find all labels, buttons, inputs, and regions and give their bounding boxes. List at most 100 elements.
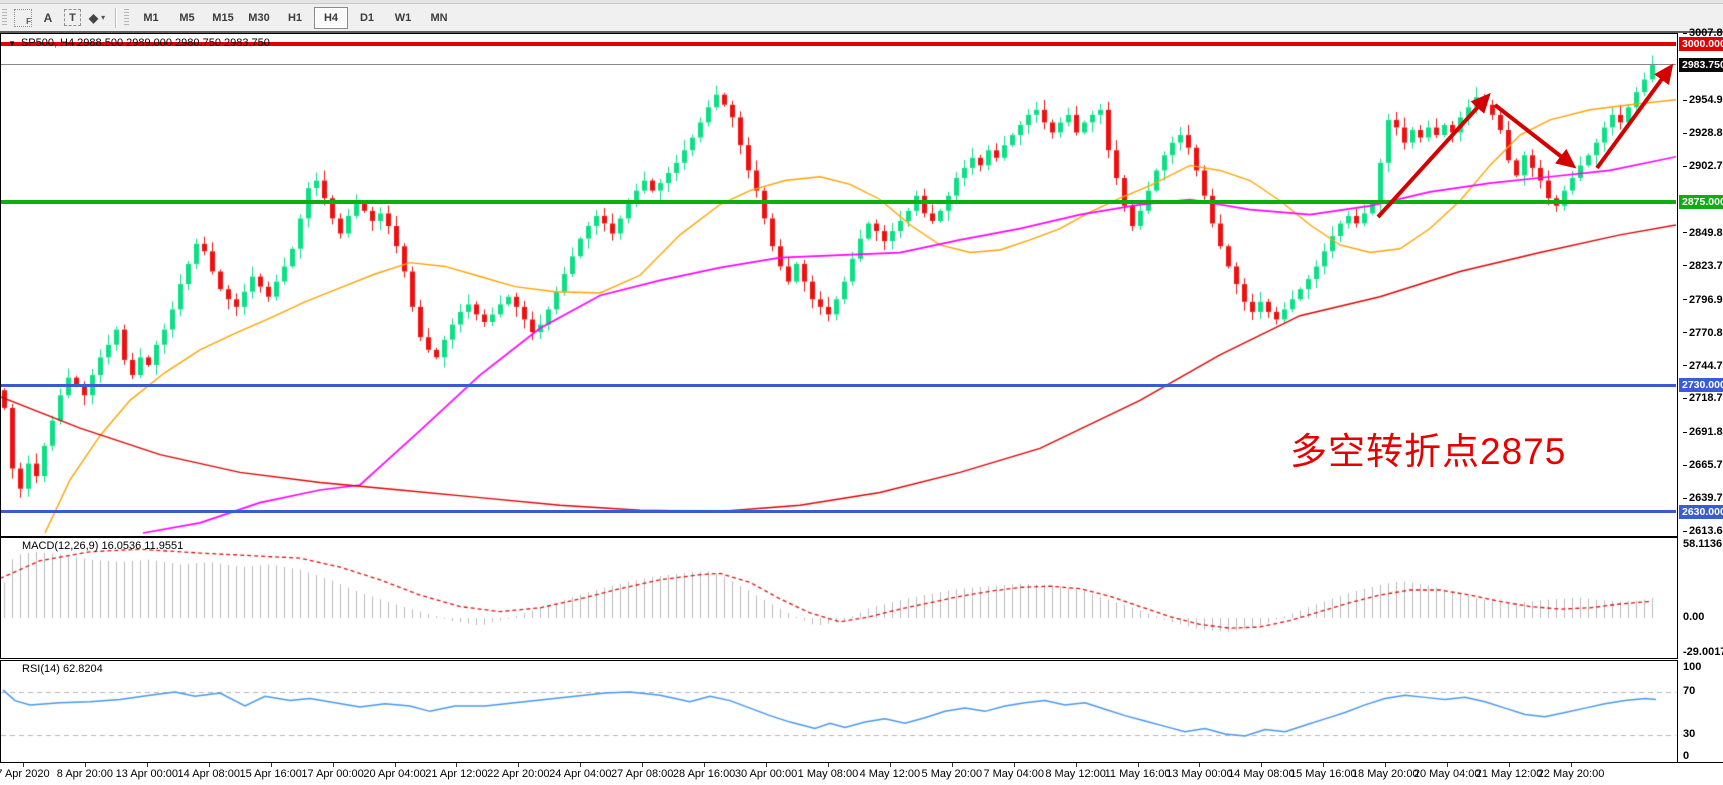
price-tick: 2639.710 bbox=[1683, 492, 1723, 504]
tick-dash bbox=[1683, 464, 1687, 466]
date-label: 14 May 08:00 bbox=[1228, 768, 1295, 780]
date-tick bbox=[394, 763, 396, 767]
date-label: 22 May 20:00 bbox=[1537, 768, 1605, 780]
date-tick bbox=[332, 763, 334, 767]
date-tick bbox=[146, 763, 148, 767]
date-tick bbox=[1323, 763, 1325, 767]
tick-dash bbox=[1683, 299, 1687, 301]
date-label: 28 Apr 16:00 bbox=[672, 768, 736, 780]
horizontal-line-3000[interactable] bbox=[1, 42, 1676, 47]
date-tick bbox=[827, 763, 829, 767]
date-tick bbox=[1137, 763, 1139, 767]
tick-dash bbox=[1683, 398, 1687, 400]
tick-dash bbox=[1683, 265, 1687, 267]
rsi-scale-tick: 30 bbox=[1683, 728, 1696, 740]
tick-dash bbox=[1683, 332, 1687, 334]
rsi-scale-tick: 100 bbox=[1683, 661, 1702, 673]
date-tick bbox=[1571, 763, 1572, 767]
date-tick bbox=[1013, 763, 1015, 767]
price-tick: 2928.850 bbox=[1683, 127, 1723, 139]
date-label: 7 May 04:00 bbox=[983, 768, 1044, 780]
tick-dash bbox=[1683, 497, 1687, 499]
date-tick bbox=[766, 763, 768, 767]
date-label: 15 Apr 16:00 bbox=[239, 768, 302, 780]
date-tick bbox=[951, 763, 953, 767]
tick-dash bbox=[1683, 530, 1687, 532]
chart-annotation-text[interactable]: 多空转折点2875 bbox=[1290, 431, 1567, 472]
macd-scale-tick: 0.00 bbox=[1683, 611, 1705, 623]
rsi-scale-tick: 0 bbox=[1683, 750, 1690, 762]
price-tick: 2823.780 bbox=[1683, 260, 1723, 272]
date-label: 27 Apr 08:00 bbox=[610, 768, 674, 780]
date-label: 4 May 12:00 bbox=[859, 768, 921, 780]
date-tick bbox=[23, 763, 24, 767]
date-label: 11 May 16:00 bbox=[1104, 768, 1171, 780]
tick-dash bbox=[1683, 132, 1687, 134]
date-label: 20 May 04:00 bbox=[1413, 768, 1481, 780]
date-label: 18 May 20:00 bbox=[1351, 768, 1419, 780]
date-label: 5 May 20:00 bbox=[921, 768, 983, 780]
date-tick bbox=[1385, 763, 1387, 767]
tick-dash bbox=[1683, 99, 1687, 101]
price-badge-3000: 3000.000 bbox=[1679, 37, 1723, 52]
date-label: 1 May 08:00 bbox=[797, 768, 859, 780]
date-tick bbox=[1447, 763, 1449, 767]
price-tick: 2849.850 bbox=[1683, 227, 1723, 239]
date-tick bbox=[580, 763, 582, 767]
macd-indicator-label: MACD(12,26,9) 16.0536 11.9551 bbox=[22, 540, 184, 552]
date-label: 22 Apr 20:00 bbox=[487, 768, 550, 780]
price-badge-2875: 2875.000 bbox=[1679, 195, 1723, 210]
date-label: 7 Apr 2020 bbox=[0, 768, 50, 780]
date-tick bbox=[270, 763, 272, 767]
date-tick bbox=[889, 763, 891, 767]
date-tick bbox=[518, 763, 520, 767]
date-axis[interactable]: 7 Apr 2020 8 Apr 20:00 13 Apr 00:00 14 Apr … bbox=[0, 762, 1723, 785]
date-label: 13 Apr 00:00 bbox=[115, 768, 179, 780]
rsi-indicator-label: RSI(14) 62.8204 bbox=[22, 663, 103, 675]
price-tick: 2796.920 bbox=[1683, 294, 1723, 306]
horizontal-line-2875[interactable] bbox=[1, 200, 1676, 205]
date-label: 15 May 16:00 bbox=[1289, 768, 1357, 780]
date-label: 20 Apr 04:00 bbox=[363, 768, 426, 780]
date-label: 17 Apr 00:00 bbox=[301, 768, 364, 780]
date-label: 8 Apr 20:00 bbox=[56, 768, 114, 780]
price-tick: 2691.850 bbox=[1683, 426, 1723, 438]
date-label: 24 Apr 04:00 bbox=[549, 768, 612, 780]
price-tick: 2613.640 bbox=[1683, 525, 1723, 537]
price-tick: 2744.780 bbox=[1683, 360, 1723, 372]
date-tick bbox=[704, 763, 706, 767]
tick-dash bbox=[1683, 365, 1687, 367]
date-tick bbox=[456, 763, 458, 767]
date-tick bbox=[1199, 763, 1201, 767]
price-tick: 2718.710 bbox=[1683, 392, 1723, 404]
date-tick bbox=[84, 763, 86, 767]
date-tick bbox=[1261, 763, 1263, 767]
price-badge-2983.75: 2983.750 bbox=[1679, 57, 1723, 72]
horizontal-line-2983.75[interactable] bbox=[1, 64, 1676, 66]
price-tick: 2770.850 bbox=[1683, 327, 1723, 339]
date-tick bbox=[1509, 763, 1511, 767]
price-badge-2630: 2630.000 bbox=[1679, 504, 1723, 519]
horizontal-line-2730[interactable] bbox=[1, 383, 1676, 387]
price-badge-2730: 2730.000 bbox=[1679, 378, 1723, 393]
date-label: 30 Apr 00:00 bbox=[734, 768, 798, 780]
tick-dash bbox=[1683, 165, 1687, 167]
price-tick: 2902.780 bbox=[1683, 160, 1723, 172]
price-tick: 2954.920 bbox=[1683, 94, 1723, 106]
tick-dash bbox=[1683, 431, 1687, 433]
price-axis[interactable]: 3007.850 2954.920 2928.850 2902.780 2849.850… bbox=[1678, 27, 1723, 762]
horizontal-line-2630[interactable] bbox=[1, 510, 1676, 513]
chart-menu-icon[interactable]: ▼ bbox=[8, 39, 16, 48]
date-label: 13 May 00:00 bbox=[1166, 768, 1233, 780]
date-label: 21 Apr 12:00 bbox=[425, 768, 488, 780]
date-tick bbox=[642, 763, 644, 767]
tick-dash bbox=[1683, 32, 1687, 34]
price-tick: 2665.780 bbox=[1683, 459, 1723, 471]
date-tick bbox=[1075, 763, 1077, 767]
date-tick bbox=[208, 763, 210, 767]
date-label: 21 May 12:00 bbox=[1475, 768, 1543, 780]
price-tick: 3007.850 bbox=[1683, 27, 1723, 39]
macd-scale-tick: -29.0017 bbox=[1683, 646, 1723, 658]
